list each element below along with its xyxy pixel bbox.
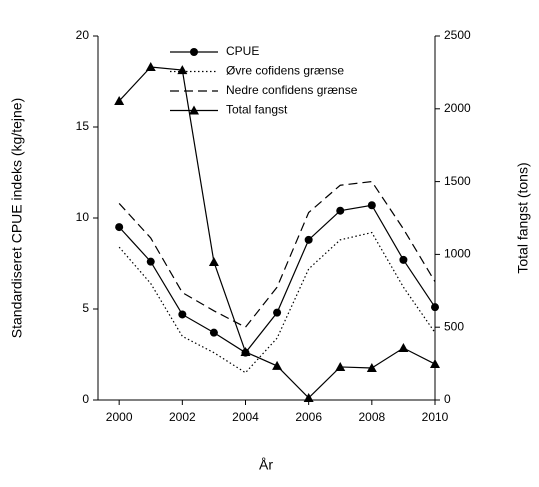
point (303, 392, 314, 402)
point (114, 95, 125, 105)
y2-tick-label: 1000 (444, 247, 471, 261)
y-tick-label: 5 (82, 301, 89, 315)
y2-tick-label: 0 (444, 392, 451, 406)
point (209, 328, 218, 337)
point (336, 206, 345, 215)
series-line (118, 204, 436, 354)
x-tick-label: 2008 (358, 410, 385, 424)
point (304, 235, 313, 244)
point (398, 343, 409, 353)
point (273, 308, 282, 317)
y-tick-label: 10 (76, 210, 90, 224)
x-tick-label: 2004 (232, 410, 259, 424)
point (431, 303, 439, 312)
series-line (118, 231, 436, 374)
point (146, 257, 155, 266)
point (430, 359, 440, 369)
legend-label: Total fangst (226, 103, 288, 117)
point (145, 62, 156, 72)
series-line (118, 180, 436, 328)
y2-axis-label: Total fangst (tons) (515, 162, 531, 273)
point (335, 361, 346, 371)
y-tick-label: 20 (76, 28, 90, 42)
y-tick-label: 0 (82, 392, 89, 406)
y-axis-label: Standardiseret CPUE indeks (kg/tejne) (9, 98, 25, 338)
y-tick-label: 15 (76, 119, 90, 133)
y2-tick-label: 2000 (444, 101, 471, 115)
legend-marker (190, 48, 198, 56)
legend-label: CPUE (226, 44, 259, 58)
x-tick-label: 2006 (295, 410, 322, 424)
point (208, 256, 219, 266)
point (272, 360, 283, 370)
legend-label: Øvre cofidens grænse (226, 64, 344, 78)
point (367, 201, 376, 210)
y2-tick-label: 500 (444, 319, 464, 333)
point (399, 255, 408, 264)
point (177, 65, 188, 75)
point (240, 346, 251, 356)
legend-marker (189, 105, 199, 115)
x-tick-label: 2002 (169, 410, 196, 424)
x-axis-label: År (259, 457, 273, 473)
point (366, 362, 377, 372)
point (178, 310, 187, 319)
y2-tick-label: 2500 (444, 28, 471, 42)
point (115, 223, 124, 232)
legend-label: Nedre confidens grænse (226, 83, 358, 97)
x-tick-label: 2010 (422, 410, 449, 424)
x-tick-label: 2000 (106, 410, 133, 424)
y2-tick-label: 1500 (444, 174, 471, 188)
